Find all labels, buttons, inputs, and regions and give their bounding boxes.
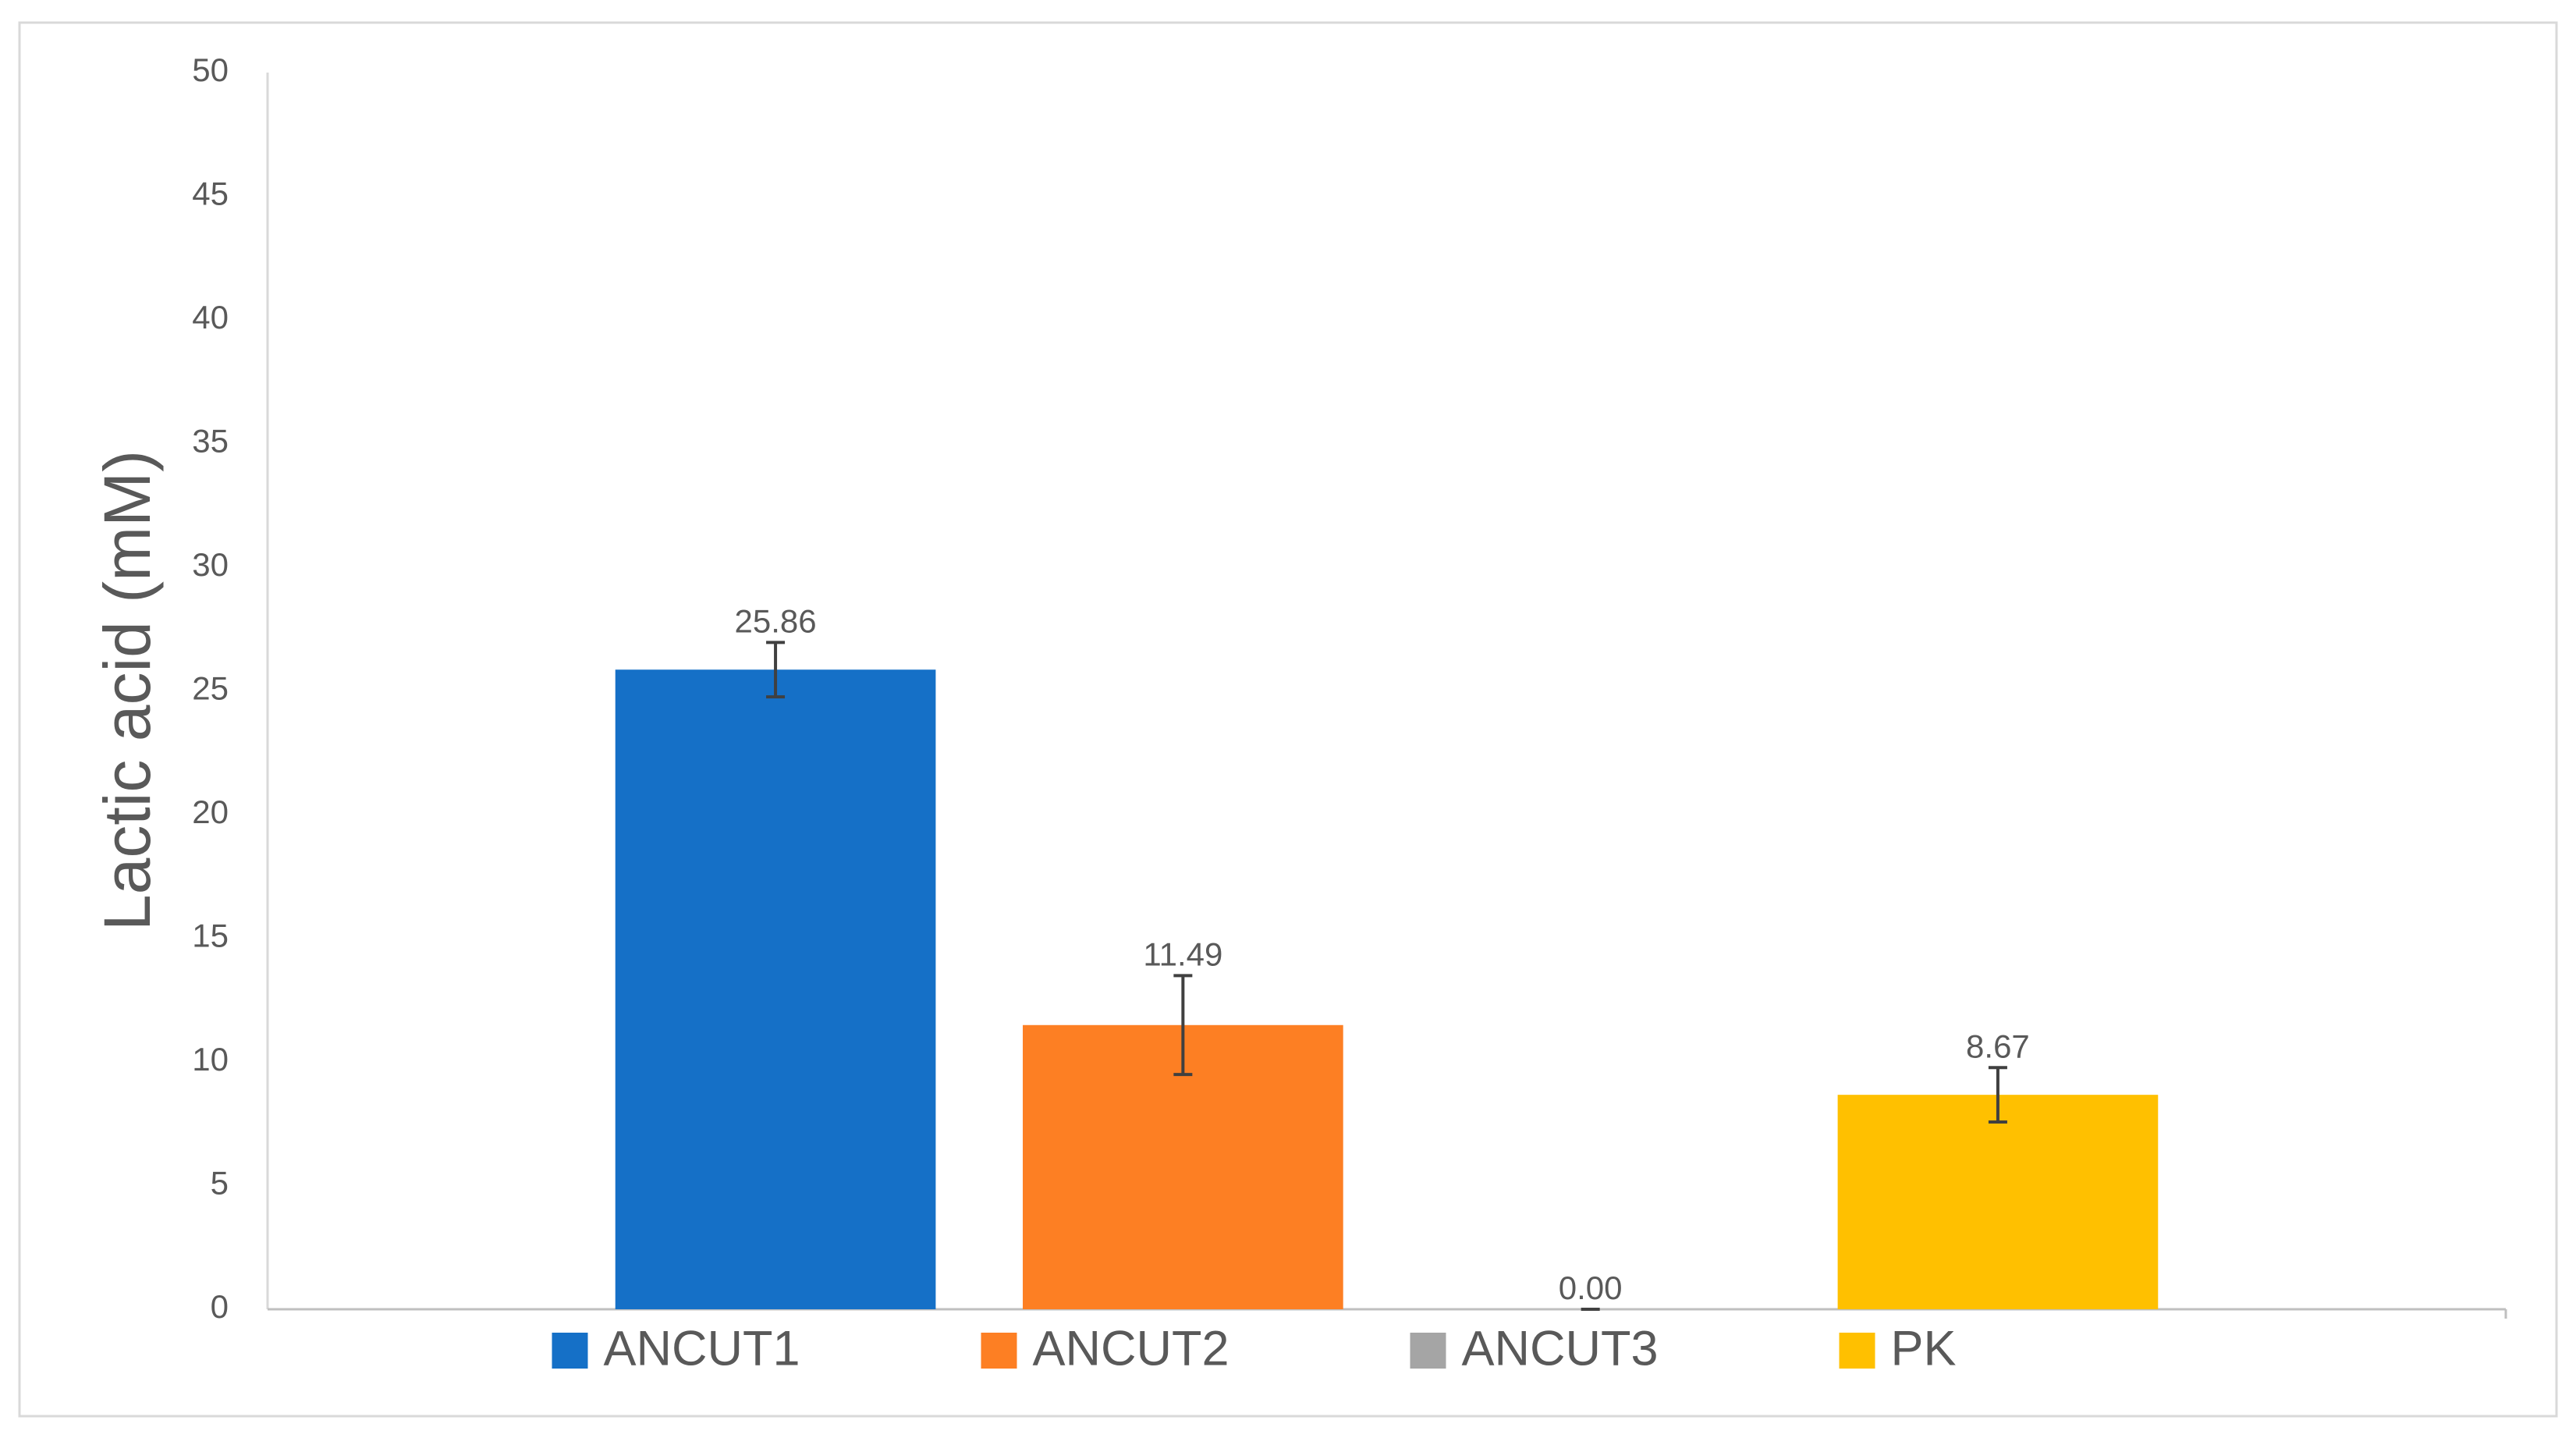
bar [1837,1095,2159,1309]
data-label: 25.86 [735,602,817,639]
y-tick-label: 20 [192,794,229,830]
y-tick-label: 0 [211,1288,229,1325]
bar [615,669,936,1309]
error-bar [766,641,786,699]
error-bar [1988,1066,2007,1124]
y-tick-label: 40 [192,299,229,336]
y-tick-label: 45 [192,176,229,212]
legend-swatch [1410,1333,1446,1369]
data-label: 0.00 [1559,1269,1623,1306]
legend-swatch [1839,1333,1875,1369]
y-tick-label: 10 [192,1041,229,1078]
error-bar [1173,974,1193,1077]
data-label: 11.49 [1143,936,1222,972]
y-tick-label: 50 [192,51,229,88]
y-tick-label: 15 [192,918,229,954]
legend-label: ANCUT3 [1462,1322,1659,1376]
legend-label: ANCUT2 [1033,1322,1229,1376]
data-label: 8.67 [1966,1028,2030,1064]
y-tick-label: 35 [192,423,229,460]
legend-swatch [981,1333,1017,1369]
legend-label: ANCUT1 [604,1322,800,1376]
y-tick-label: 25 [192,670,229,707]
legend-label: PK [1891,1322,1957,1376]
legend-swatch [552,1333,588,1369]
y-axis-label: Lactic acid (mM) [90,450,164,931]
y-tick-label: 5 [211,1165,229,1202]
y-tick-label: 30 [192,546,229,583]
